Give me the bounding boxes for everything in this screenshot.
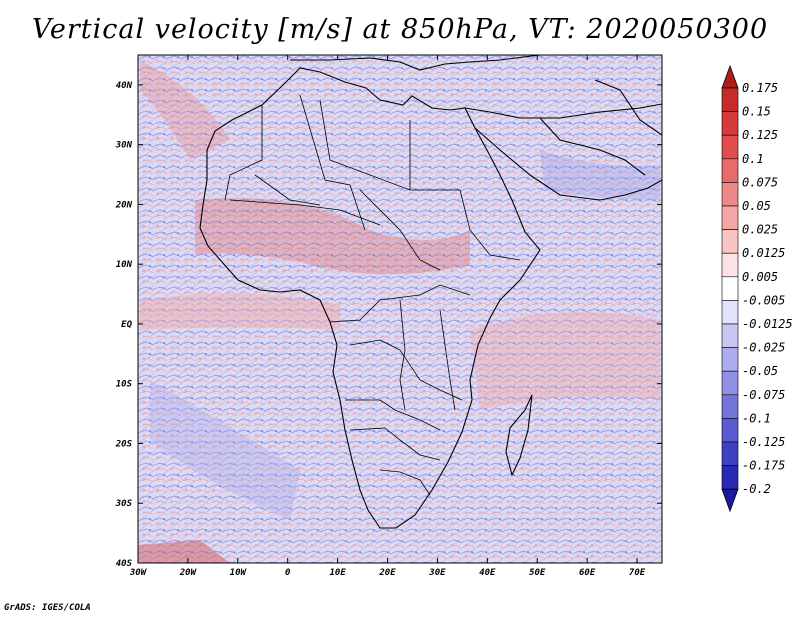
lat-tick-label: 10S [116,380,133,390]
colorbar-swatch [721,111,739,136]
colorbar-label: -0.175 [742,459,785,473]
colorbar-swatch [721,465,739,490]
lon-tick-label: 0 [285,568,291,578]
colorbar-label: -0.075 [742,388,785,402]
colorbar-swatch [721,347,739,372]
colorbar: 0.175 0.15 0.125 0.1 0.075 0.05 0.025 0.0125 0.0… [721,64,793,513]
colorbar-swatch [721,323,739,348]
lat-tick-label: 30N [115,141,133,151]
lon-tick-label: 30W [129,568,148,578]
colorbar-label: 0.0125 [742,246,785,260]
lat-tick-label: 40S [116,559,133,569]
colorbar-swatch [721,252,739,278]
map-axes: 30W 20W 10W 0 10E 20E 30E 40E 50E 60E 70E 40N 30N 20N… [115,55,662,578]
lon-tick-label: 30E [428,568,446,578]
credit-label: GrADS: IGES/COLA [4,603,91,613]
colorbar-label: 0.025 [742,223,778,237]
colorbar-label: 0.05 [742,199,771,213]
colorbar-label: 0.175 [742,81,778,95]
lon-tick-label: 20E [378,568,396,578]
lat-tick-label: 10N [116,260,133,270]
lon-tick-label: 70E [629,568,646,578]
coastlines [199,55,662,529]
lat-tick-label: 40N [116,81,133,91]
colorbar-swatch [721,229,739,254]
colorbar-swatch [721,394,739,419]
colorbar-label: 0.005 [742,270,778,284]
colorbar-label: -0.025 [742,341,785,355]
lat-tick-label: 20N [115,200,133,210]
lon-tick-label: 10E [329,568,346,578]
lat-tick-label: 30S [115,499,133,509]
colorbar-swatch [721,370,739,396]
colorbar-label: -0.05 [742,364,778,378]
colorbar-label: 0.075 [742,175,778,189]
lat-tick-label: 20S [115,439,133,449]
lon-tick-label: 40E [479,568,496,578]
colorbar-swatch [721,276,739,301]
map-frame [137,54,663,564]
velocity-field [138,55,662,563]
colorbar-swatch [721,158,739,183]
colorbar-swatch [721,87,739,112]
colorbar-label: 0.1 [742,152,764,166]
colorbar-label: -0.0125 [742,317,793,331]
colorbar-label: 0.125 [742,128,778,142]
colorbar-label: -0.2 [742,482,771,496]
colorbar-bottom-arrow [721,488,739,513]
lat-tick-label: EQ [121,320,132,330]
colorbar-swatch [721,182,739,207]
colorbar-swatch [721,418,739,443]
colorbar-swatch [721,300,739,325]
colorbar-swatch [721,205,739,230]
lon-tick-label: 10W [230,568,248,578]
country-borders [224,94,521,496]
colorbar-label: -0.1 [742,411,771,425]
colorbar-label: 0.15 [742,105,771,119]
map-title: Vertical velocity [m/s] at 850hPa, VT: 2… [31,14,769,45]
colorbar-top-arrow [721,64,739,89]
colorbar-swatch [721,441,739,466]
colorbar-label: -0.005 [742,293,785,307]
lon-tick-label: 20W [179,568,198,578]
colorbar-label: -0.125 [742,435,785,449]
colorbar-swatch [721,134,739,160]
lon-tick-label: 50E [529,568,546,578]
lon-tick-label: 60E [579,568,596,578]
